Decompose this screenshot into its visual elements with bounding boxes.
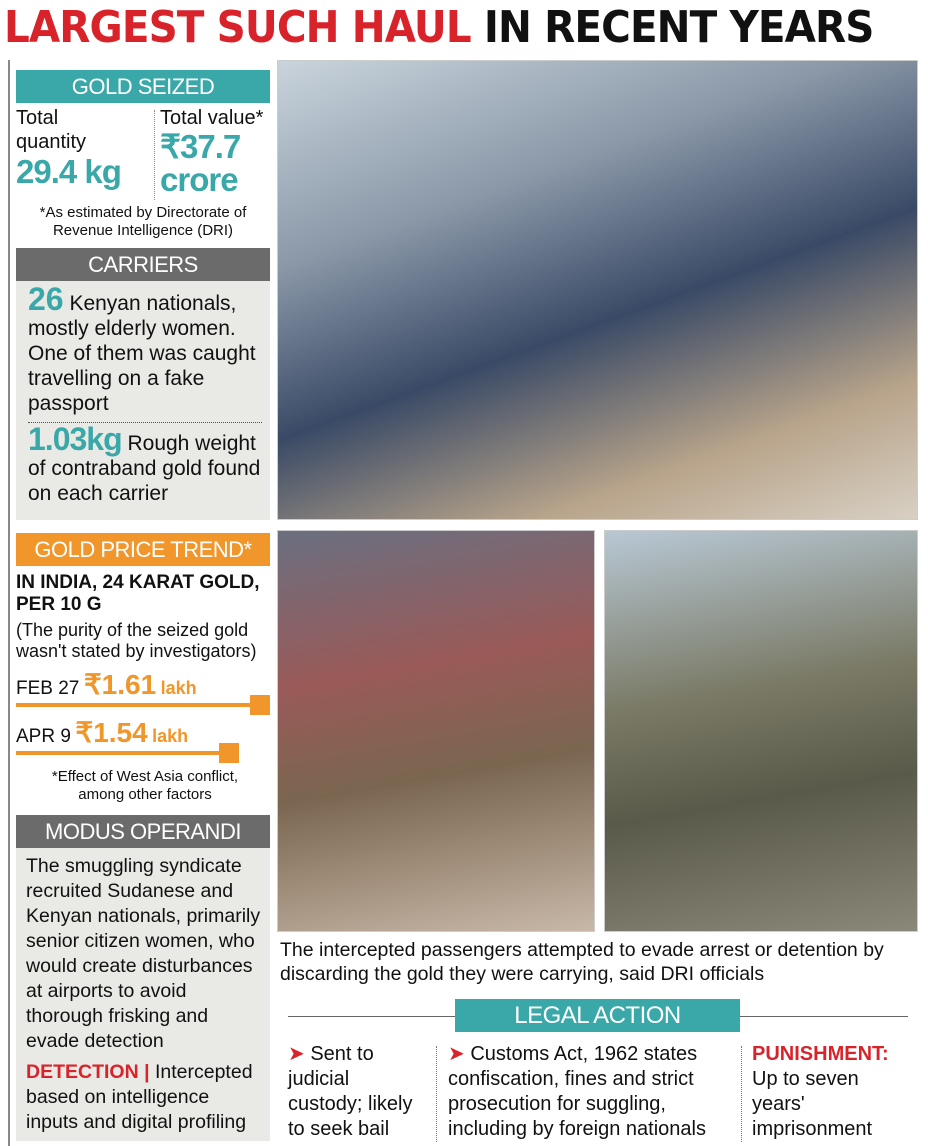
divider [741,1046,742,1142]
carriers-header: CARRIERS [16,248,270,281]
gold-price-footnote: *Effect of West Asia conflict, among oth… [51,768,239,803]
price-bar [16,743,239,763]
price-bar [16,695,270,715]
legal-col-punishment: PUNISHMENT: Up to seven years' imprisonme… [752,1043,889,1140]
gold-seized-footnote: *As estimated by Directorate of Revenue … [39,204,247,239]
photo-customs-inspection [277,60,918,520]
headline: LARGEST SUCH HAUL IN RECENT YEARS [4,2,874,53]
divider [436,1046,437,1142]
gold-seized-header: GOLD SEIZED [16,70,270,103]
photo-discarded-shoes [277,530,595,932]
gold-price-header: GOLD PRICE TREND* [16,533,270,566]
left-column: GOLD SEIZED Total quantity 29.4 kg Total… [8,60,272,1146]
gold-price-subhead: IN INDIA, 24 KARAT GOLD, PER 10 G [16,572,260,615]
price-row-apr: APR 9 ₹1.54 lakh [16,716,274,763]
legal-col-customs-act: ➤ Customs Act, 1962 states confiscation,… [448,1043,706,1140]
divider [154,110,155,200]
legal-col-custody: ➤ Sent to judicial custody; likely to se… [288,1043,413,1140]
value-block: Total value* ₹37.7 crore [160,107,264,198]
legal-action-header: LEGAL ACTION [455,999,740,1032]
photo-cisf-detention [604,530,918,932]
modus-header: MODUS OPERANDI [16,815,270,848]
modus-box: MODUS OPERANDI The smuggling syndicate r… [16,815,270,1141]
price-row-feb: FEB 27 ₹1.61 lakh [16,668,274,715]
quantity-block: Total quantity 29.4 kg [16,107,122,190]
carriers-box: CARRIERS 26 Kenyan nationals, mostly eld… [16,248,270,520]
photo-caption: The intercepted passengers attempted to … [280,939,884,985]
gold-price-note: (The purity of the seized gold wasn't st… [16,620,257,661]
